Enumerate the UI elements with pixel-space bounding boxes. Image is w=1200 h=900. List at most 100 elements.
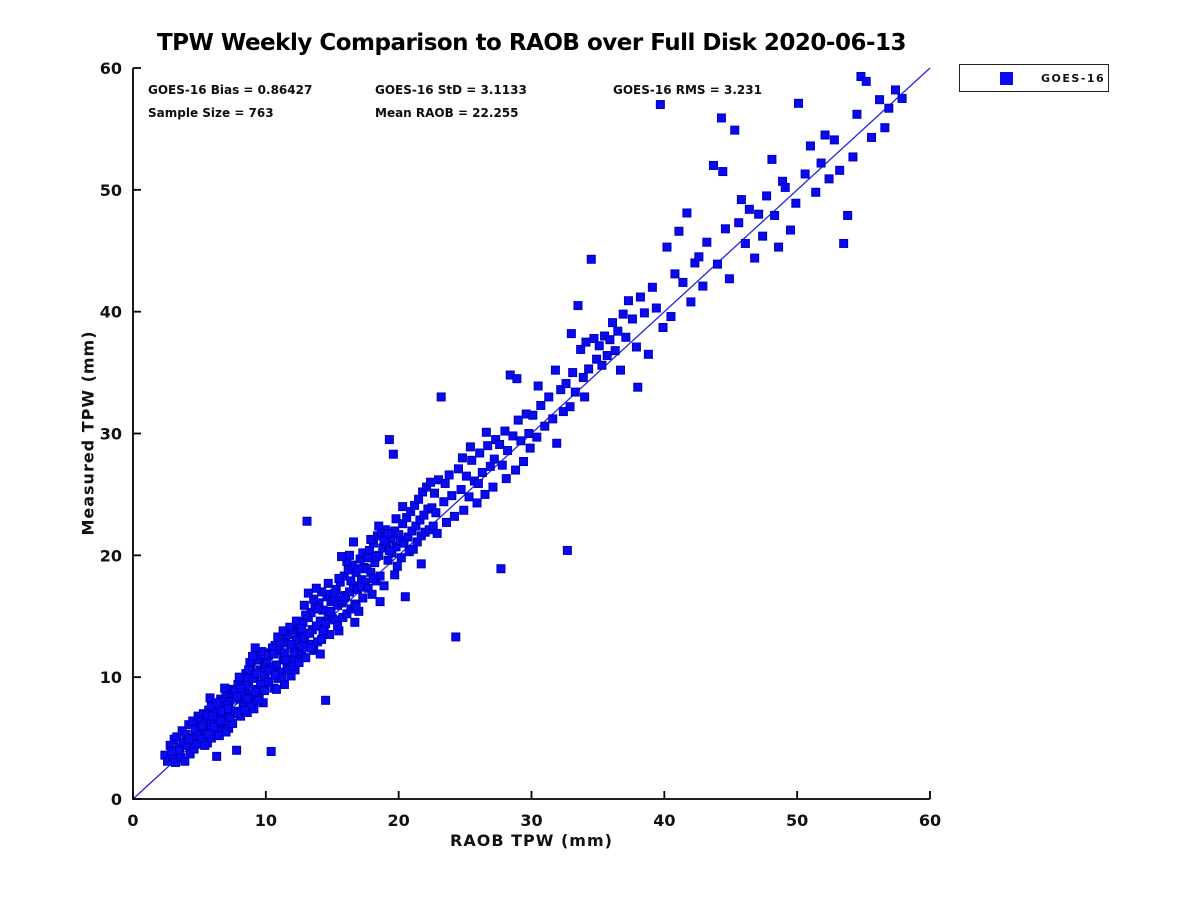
data-point: [880, 123, 890, 133]
data-point: [540, 421, 550, 431]
data-point: [350, 617, 360, 627]
data-point: [384, 545, 394, 555]
data-point: [270, 670, 280, 680]
data-point: [318, 626, 328, 636]
data-point: [511, 465, 521, 475]
data-point: [718, 167, 728, 177]
data-point: [824, 174, 834, 184]
data-point: [457, 453, 467, 463]
data-point: [248, 651, 258, 661]
data-point: [281, 655, 291, 665]
data-point: [702, 237, 712, 247]
y-tick-label: 60: [100, 59, 122, 78]
data-point: [720, 224, 730, 234]
data-point: [388, 449, 398, 459]
data-point: [556, 385, 566, 395]
data-point: [232, 745, 242, 755]
data-point: [467, 455, 477, 465]
data-point: [459, 505, 469, 515]
data-point: [390, 570, 400, 580]
data-point: [658, 323, 668, 333]
data-point: [321, 619, 331, 629]
data-point: [279, 648, 289, 658]
data-point: [754, 209, 764, 219]
data-point: [497, 460, 507, 470]
data-point: [242, 694, 252, 704]
data-point: [829, 135, 839, 145]
data-point: [524, 429, 534, 438]
y-tick-label: 30: [100, 425, 122, 444]
data-point: [513, 415, 523, 425]
x-tick-label: 0: [127, 811, 138, 830]
data-point: [605, 335, 615, 345]
y-tick-label: 50: [100, 181, 122, 200]
data-point: [451, 632, 461, 642]
data-point: [633, 382, 643, 392]
data-point: [544, 392, 554, 402]
data-point: [367, 589, 377, 599]
data-point: [323, 578, 333, 588]
data-point: [791, 198, 801, 208]
data-point: [383, 528, 393, 538]
data-point: [561, 379, 571, 389]
data-point: [339, 592, 349, 602]
data-point: [260, 686, 270, 696]
data-point: [368, 573, 378, 583]
data-point: [550, 365, 560, 375]
data-point: [271, 684, 281, 694]
data-point: [200, 740, 210, 750]
data-point: [613, 326, 623, 336]
data-point: [313, 604, 323, 614]
data-point: [655, 100, 665, 110]
data-point: [400, 592, 410, 602]
data-point: [568, 368, 578, 378]
data-point: [414, 494, 424, 504]
data-point: [299, 600, 309, 610]
data-point: [678, 277, 688, 287]
stat-bias: GOES-16 Bias = 0.86427: [148, 83, 313, 97]
y-tick-label: 0: [111, 790, 122, 809]
scatter-series-goes-16: [160, 72, 907, 767]
stat-mean-raob: Mean RAOB = 22.255: [375, 106, 519, 120]
data-point: [391, 514, 401, 524]
data-point: [221, 727, 231, 737]
data-point: [472, 498, 482, 508]
data-point: [639, 308, 649, 318]
data-point: [483, 441, 493, 451]
data-point: [440, 478, 450, 488]
data-point: [204, 729, 214, 739]
data-point: [286, 639, 296, 649]
data-point: [354, 564, 364, 574]
data-point: [512, 374, 522, 384]
data-point: [444, 470, 454, 480]
data-point: [379, 536, 389, 546]
data-point: [867, 132, 877, 142]
data-point: [209, 722, 219, 732]
data-point: [298, 642, 308, 652]
data-point: [602, 351, 612, 361]
data-point: [250, 643, 260, 653]
data-point: [172, 732, 182, 742]
data-point: [449, 511, 459, 521]
data-point: [686, 297, 696, 307]
data-point: [670, 269, 680, 279]
data-point: [708, 160, 718, 170]
data-point: [297, 623, 307, 633]
data-point: [496, 564, 506, 574]
data-point: [565, 402, 575, 412]
data-point: [428, 521, 438, 531]
data-point: [375, 597, 385, 607]
data-point: [843, 210, 853, 220]
data-point: [392, 561, 402, 571]
data-point: [473, 478, 483, 488]
data-point: [398, 502, 408, 512]
data-point: [581, 337, 591, 347]
data-point: [171, 757, 181, 767]
data-point: [302, 516, 312, 526]
data-point: [548, 414, 558, 424]
data-point: [253, 695, 263, 705]
data-point: [303, 588, 313, 598]
data-point: [416, 559, 426, 569]
data-point: [674, 226, 684, 236]
data-point: [236, 683, 246, 693]
